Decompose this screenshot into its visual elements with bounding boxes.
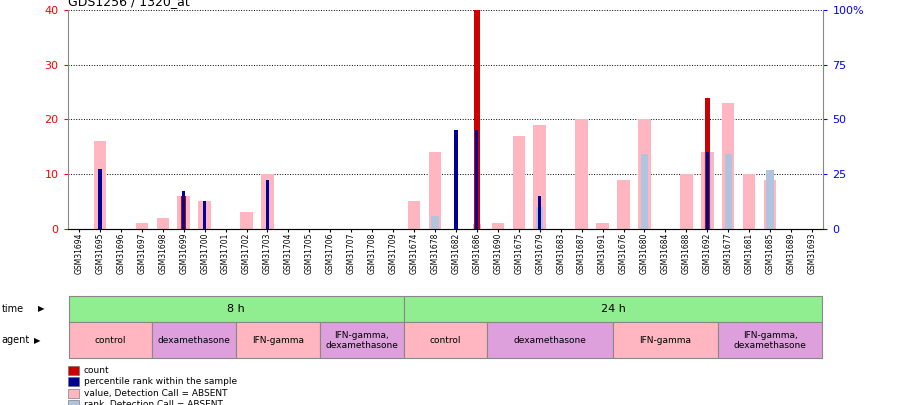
Text: ▶: ▶: [34, 336, 40, 345]
Text: percentile rank within the sample: percentile rank within the sample: [84, 377, 237, 386]
Bar: [534, 125, 546, 229]
Bar: [764, 180, 777, 229]
Bar: [68, 322, 152, 358]
Bar: [320, 322, 403, 358]
Text: control: control: [430, 336, 461, 345]
Text: IFN-gamma,
dexamethasone: IFN-gamma, dexamethasone: [325, 330, 398, 350]
Bar: [717, 322, 823, 358]
Bar: [597, 224, 608, 229]
Bar: [152, 322, 236, 358]
Bar: [538, 196, 541, 229]
Text: IFN-gamma: IFN-gamma: [639, 336, 691, 345]
Bar: [706, 152, 709, 229]
Text: IFN-gamma: IFN-gamma: [252, 336, 304, 345]
Bar: [261, 174, 274, 229]
Bar: [536, 207, 544, 229]
Bar: [454, 130, 457, 229]
Bar: [408, 202, 420, 229]
Bar: [512, 136, 525, 229]
Text: count: count: [84, 366, 109, 375]
Bar: [431, 216, 438, 229]
Bar: [236, 322, 320, 358]
Bar: [488, 322, 613, 358]
Bar: [428, 152, 441, 229]
Bar: [613, 322, 717, 358]
Text: IFN-gamma,
dexamethasone: IFN-gamma, dexamethasone: [734, 330, 806, 350]
Bar: [266, 180, 269, 229]
Text: 24 h: 24 h: [600, 304, 626, 314]
Bar: [94, 141, 106, 229]
Bar: [641, 154, 648, 229]
Bar: [181, 196, 186, 229]
Text: time: time: [2, 304, 24, 314]
Text: dexamethasone: dexamethasone: [158, 336, 230, 345]
Text: dexamethasone: dexamethasone: [514, 336, 587, 345]
Bar: [475, 130, 479, 229]
Bar: [575, 119, 588, 229]
Bar: [403, 322, 488, 358]
Text: 8 h: 8 h: [227, 304, 245, 314]
Bar: [177, 196, 190, 229]
Bar: [198, 202, 211, 229]
Bar: [724, 154, 732, 229]
Bar: [704, 152, 711, 229]
Text: control: control: [94, 336, 126, 345]
Bar: [701, 152, 714, 229]
Bar: [474, 10, 480, 229]
Bar: [68, 296, 403, 322]
Text: GDS1256 / 1320_at: GDS1256 / 1320_at: [68, 0, 189, 8]
Bar: [767, 170, 774, 229]
Bar: [157, 218, 169, 229]
Bar: [705, 98, 710, 229]
Bar: [742, 174, 755, 229]
Bar: [98, 168, 102, 229]
Text: rank, Detection Call = ABSENT: rank, Detection Call = ABSENT: [84, 400, 222, 405]
Bar: [136, 224, 149, 229]
Bar: [617, 180, 630, 229]
Bar: [240, 212, 253, 229]
Bar: [473, 224, 481, 229]
Text: agent: agent: [2, 335, 30, 345]
Bar: [403, 296, 823, 322]
Text: ▶: ▶: [38, 304, 44, 313]
Bar: [722, 103, 734, 229]
Bar: [638, 119, 651, 229]
Bar: [182, 191, 185, 229]
Bar: [680, 174, 693, 229]
Bar: [491, 224, 504, 229]
Bar: [203, 202, 206, 229]
Text: value, Detection Call = ABSENT: value, Detection Call = ABSENT: [84, 389, 227, 398]
